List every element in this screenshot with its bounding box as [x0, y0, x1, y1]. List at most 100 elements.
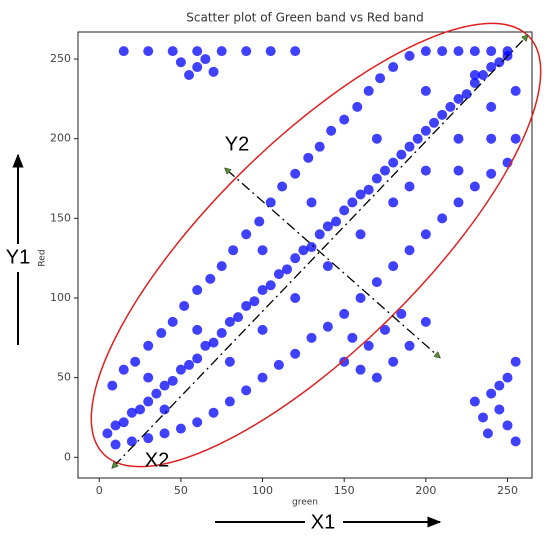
- x-axis-label: green: [292, 498, 318, 508]
- y-tick-label: 100: [50, 291, 71, 304]
- point: [118, 46, 129, 57]
- point: [486, 388, 497, 399]
- point: [326, 125, 337, 136]
- point: [184, 359, 195, 370]
- point: [445, 101, 456, 112]
- point: [200, 54, 211, 65]
- point: [420, 316, 431, 327]
- point: [110, 439, 121, 450]
- point: [205, 273, 216, 284]
- point: [216, 328, 227, 339]
- chart-title: Scatter plot of Green band vs Red band: [186, 11, 423, 25]
- annotation: Y1: [6, 246, 30, 268]
- point: [290, 348, 301, 359]
- point: [510, 356, 521, 367]
- point: [143, 372, 154, 383]
- y-tick-label: 250: [50, 52, 71, 65]
- point: [388, 261, 399, 272]
- point: [420, 46, 431, 57]
- point: [208, 66, 219, 77]
- annotation: X1: [311, 511, 335, 533]
- point: [469, 181, 480, 192]
- point: [143, 340, 154, 351]
- point: [151, 388, 162, 399]
- x2-axis-arrow: [114, 37, 526, 466]
- point: [130, 356, 141, 367]
- x-tick-label: 100: [252, 484, 273, 497]
- point: [228, 245, 239, 256]
- point: [429, 117, 440, 128]
- point: [375, 73, 386, 84]
- y2-axis-arrow: [227, 170, 438, 356]
- point: [306, 242, 317, 253]
- point: [453, 133, 464, 144]
- point: [208, 337, 219, 348]
- point: [347, 332, 358, 343]
- point: [314, 141, 325, 152]
- point: [192, 417, 203, 428]
- point: [241, 229, 252, 240]
- point: [363, 184, 374, 195]
- point: [192, 46, 203, 57]
- point: [175, 423, 186, 434]
- y-tick-label: 0: [64, 450, 71, 463]
- point: [478, 412, 489, 423]
- point: [420, 85, 431, 96]
- point: [486, 133, 497, 144]
- point: [143, 396, 154, 407]
- point: [388, 197, 399, 208]
- point: [404, 181, 415, 192]
- point: [420, 229, 431, 240]
- point: [404, 245, 415, 256]
- point: [159, 428, 170, 439]
- annotation: X2: [145, 449, 169, 471]
- point: [453, 46, 464, 57]
- point: [420, 165, 431, 176]
- point: [167, 46, 178, 57]
- point: [461, 89, 472, 100]
- point: [486, 46, 497, 57]
- point: [179, 300, 190, 311]
- point: [404, 50, 415, 61]
- point: [510, 85, 521, 96]
- point: [352, 101, 363, 112]
- point: [404, 340, 415, 351]
- point: [437, 46, 448, 57]
- point: [404, 141, 415, 152]
- point: [184, 70, 195, 81]
- point: [303, 152, 314, 163]
- point: [241, 385, 252, 396]
- label-bg: [305, 510, 343, 536]
- point: [437, 213, 448, 224]
- point: [216, 261, 227, 272]
- point: [192, 62, 203, 73]
- point: [290, 253, 301, 264]
- point: [192, 285, 203, 296]
- point: [224, 396, 235, 407]
- point: [339, 205, 350, 216]
- point: [224, 356, 235, 367]
- point: [469, 70, 480, 81]
- point: [216, 46, 227, 57]
- point: [388, 62, 399, 73]
- x-tick-label: 0: [96, 484, 103, 497]
- point: [494, 57, 505, 68]
- y-tick-label: 50: [57, 371, 71, 384]
- x-tick-label: 50: [174, 484, 188, 497]
- point: [510, 436, 521, 447]
- point: [277, 181, 288, 192]
- point: [241, 46, 252, 57]
- point: [208, 407, 219, 418]
- point: [486, 168, 497, 179]
- point: [159, 404, 170, 415]
- point: [339, 356, 350, 367]
- point: [192, 324, 203, 335]
- plot-frame: [77, 31, 533, 479]
- point: [412, 133, 423, 144]
- point: [192, 353, 203, 364]
- point: [118, 417, 129, 428]
- point: [339, 114, 350, 125]
- point: [380, 165, 391, 176]
